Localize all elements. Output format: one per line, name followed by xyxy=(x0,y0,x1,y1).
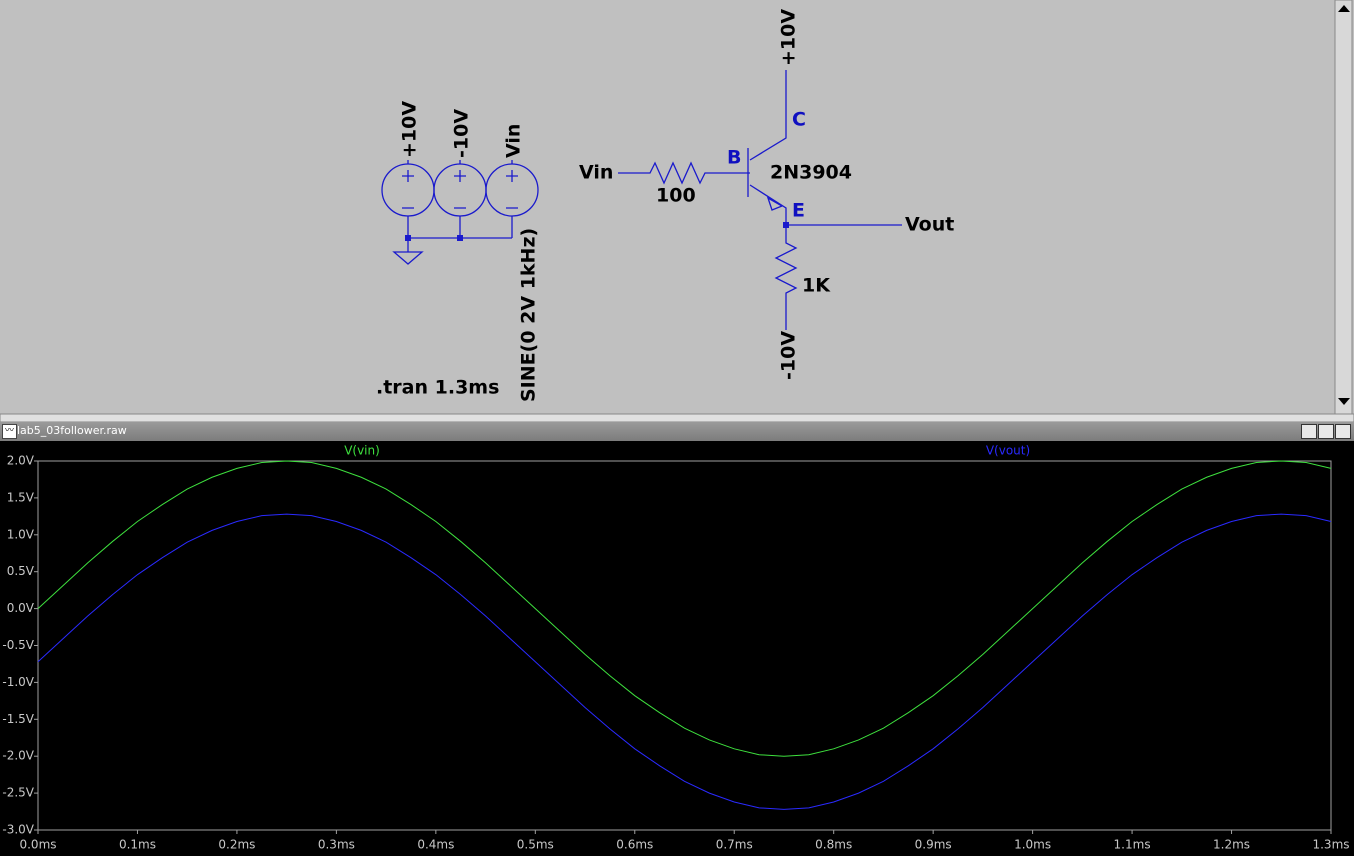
x-tick-label: 1.1ms xyxy=(1114,838,1151,852)
schematic: +10V -10V Vin SINE(0 2V 1kHz) .tran 1.3m… xyxy=(0,0,1354,422)
y-tick-label: 1.5V xyxy=(7,490,35,504)
emitter-arrow xyxy=(766,196,784,211)
minimize-button[interactable] xyxy=(1301,424,1317,439)
resistor-value: 1K xyxy=(802,275,831,297)
x-tick-label: 1.2ms xyxy=(1213,838,1250,852)
source-value: SINE(0 2V 1kHz) xyxy=(518,228,540,402)
plot-background xyxy=(0,441,1354,856)
close-button[interactable] xyxy=(1335,424,1351,439)
maximize-button[interactable] xyxy=(1318,424,1334,439)
transistor-model: 2N3904 xyxy=(770,162,852,184)
resistor-value: 100 xyxy=(656,185,696,207)
follower-wiring xyxy=(618,70,902,330)
pin-label: E xyxy=(792,200,805,222)
x-tick-label: 0.1ms xyxy=(119,838,156,852)
window-icon[interactable]: 〰 xyxy=(2,424,17,439)
legend-entry: V(vout) xyxy=(986,444,1030,458)
x-tick-label: 0.9ms xyxy=(915,838,952,852)
junction xyxy=(457,235,463,241)
base-resistor xyxy=(618,161,750,185)
x-tick-label: 0.7ms xyxy=(716,838,753,852)
junction xyxy=(405,235,411,241)
x-tick-label: 0.0ms xyxy=(19,838,56,852)
x-tick-label: 0.3ms xyxy=(318,838,355,852)
y-tick-label: -1.0V xyxy=(2,675,34,689)
y-tick-label: 0.5V xyxy=(7,564,35,578)
x-tick-label: 0.4ms xyxy=(417,838,454,852)
emitter-resistor xyxy=(774,225,798,330)
pin-label: C xyxy=(792,109,806,131)
x-tick-label: 1.0ms xyxy=(1014,838,1051,852)
y-tick-label: -2.0V xyxy=(2,749,34,763)
source-label: +10V xyxy=(399,101,421,158)
plot-title-bar: 〰 lab5_03follower.raw xyxy=(0,422,1354,441)
supply-label: -10V xyxy=(778,331,800,380)
scrollbar[interactable] xyxy=(1334,0,1353,415)
y-tick-label: -2.5V xyxy=(2,786,34,800)
y-tick-label: 2.0V xyxy=(7,454,35,468)
voltage-sources xyxy=(381,160,539,265)
source-label: Vin xyxy=(503,124,525,158)
window-title: lab5_03follower.raw xyxy=(17,424,127,437)
waveform-plot: 2.0V 1.5V 1.0V 0.5V 0.0V -0.5V -1.0V -1.5V -2.0V… xyxy=(0,441,1354,856)
splitter[interactable] xyxy=(0,413,1354,422)
y-tick-label: -0.5V xyxy=(2,638,34,652)
x-tick-label: 0.8ms xyxy=(815,838,852,852)
x-tick-label: 0.5ms xyxy=(517,838,554,852)
spice-directive: .tran 1.3ms xyxy=(376,377,499,399)
series-line xyxy=(37,513,1332,810)
series-line xyxy=(37,460,1332,757)
junction xyxy=(783,222,789,228)
x-tick-label: 1.3ms xyxy=(1312,838,1349,852)
supply-label: +10V xyxy=(778,9,800,66)
x-tick-label: 0.2ms xyxy=(218,838,255,852)
y-tick-label: 0.0V xyxy=(7,601,35,615)
x-tick-label: 0.6ms xyxy=(616,838,653,852)
y-tick-label: 1.0V xyxy=(7,527,35,541)
y-tick-label: -3.0V xyxy=(2,823,34,837)
legend-entry: V(vin) xyxy=(344,444,380,458)
net-label: Vout xyxy=(905,214,954,236)
transistor-wires xyxy=(747,70,902,226)
source-label: -10V xyxy=(451,109,473,158)
scroll-down[interactable] xyxy=(1338,398,1350,405)
net-label: Vin xyxy=(579,162,613,184)
scroll-up[interactable] xyxy=(1338,5,1350,12)
y-tick-label: -1.5V xyxy=(2,712,34,726)
polarity-signs xyxy=(402,170,518,209)
pin-label: B xyxy=(727,147,741,169)
schematic-background xyxy=(0,0,1334,414)
